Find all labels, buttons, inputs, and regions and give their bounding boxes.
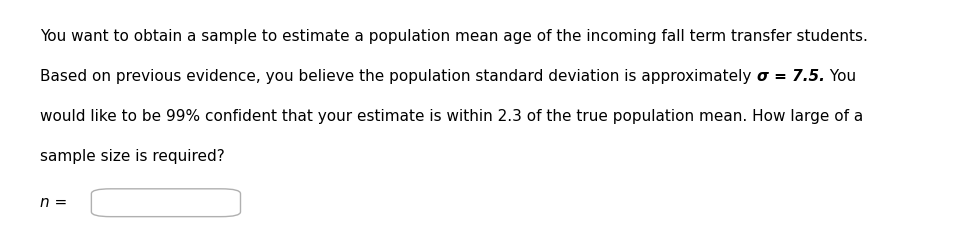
Text: σ = 7.5.: σ = 7.5.: [756, 69, 824, 84]
Text: You: You: [824, 69, 854, 84]
Text: Based on previous evidence, you believe the population standard deviation is app: Based on previous evidence, you believe …: [40, 69, 756, 84]
Text: would like to be 99% confident that your estimate is within 2.3 of the true popu: would like to be 99% confident that your…: [40, 109, 863, 124]
Text: n =: n =: [40, 195, 67, 210]
Text: You want to obtain a sample to estimate a population mean age of the incoming fa: You want to obtain a sample to estimate …: [40, 29, 868, 44]
Text: sample size is required?: sample size is required?: [40, 149, 225, 164]
